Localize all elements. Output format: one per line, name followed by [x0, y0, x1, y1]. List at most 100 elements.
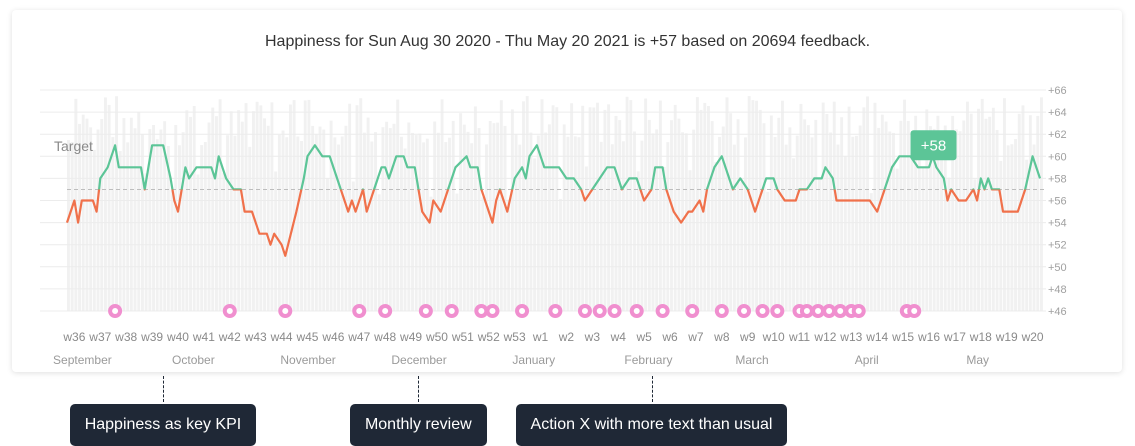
week-tick-label: w9 [739, 330, 756, 344]
volume-bar [781, 100, 784, 311]
volume-bar [829, 132, 833, 311]
event-marker[interactable] [822, 304, 837, 318]
volume-bar [596, 102, 599, 312]
event-marker[interactable] [444, 304, 459, 318]
volume-bar [688, 170, 692, 311]
volume-bar [629, 100, 633, 311]
volume-bar [851, 136, 855, 311]
volume-bar [540, 99, 544, 312]
volume-bar [333, 137, 337, 311]
volume-bar [118, 151, 122, 311]
week-tick-label: w13 [839, 330, 862, 344]
event-marker[interactable] [108, 304, 123, 318]
volume-bar [159, 129, 163, 311]
series-line-below-target[interactable] [65, 145, 1040, 257]
volume-bar [984, 118, 988, 312]
month-tick-label: February [624, 353, 672, 367]
volume-bar [544, 132, 548, 311]
event-marker[interactable] [799, 304, 814, 318]
week-tick-label: w19 [995, 330, 1018, 344]
gridlines [40, 89, 1046, 312]
volume-bar [592, 107, 596, 312]
volume-bar [399, 136, 403, 311]
event-marker[interactable] [577, 304, 592, 318]
event-marker[interactable] [278, 304, 293, 318]
volume-bar [207, 122, 211, 311]
volume-bar [218, 99, 222, 311]
volume-bar [462, 124, 466, 311]
volume-bar [388, 128, 392, 311]
volume-bar [729, 113, 733, 311]
event-marker[interactable] [833, 304, 848, 318]
volume-bar [229, 111, 233, 311]
volume-bar [366, 117, 370, 311]
volume-bar [226, 135, 229, 311]
event-marker[interactable] [485, 304, 500, 318]
volume-bar [237, 110, 241, 312]
event-marker[interactable] [418, 304, 433, 318]
volume-bar [67, 140, 70, 311]
volume-bar [459, 113, 463, 311]
volume-bar [925, 109, 929, 311]
volume-bar [396, 99, 400, 312]
volume-bar [573, 136, 577, 311]
callout-happiness-kpi[interactable]: Happiness as key KPI [69, 404, 257, 446]
volume-bar [581, 105, 585, 312]
event-marker[interactable] [737, 304, 752, 318]
y-tick-label: +56 [1048, 196, 1067, 208]
volume-bar [111, 137, 115, 311]
y-tick-label: +48 [1048, 284, 1067, 296]
volume-bar [96, 129, 100, 311]
volume-bar [877, 127, 881, 311]
week-tick-label: w16 [917, 330, 940, 344]
volume-bar [377, 194, 381, 311]
event-marker[interactable] [655, 304, 670, 318]
event-marker[interactable] [714, 304, 729, 318]
month-tick-labels: September October November December January F… [53, 353, 989, 367]
event-marker[interactable] [378, 304, 393, 318]
volume-bar [163, 121, 167, 312]
volume-bar [274, 171, 278, 311]
event-marker[interactable] [548, 304, 563, 318]
event-marker[interactable] [629, 304, 644, 318]
volume-bar [840, 117, 844, 311]
event-marker[interactable] [811, 304, 826, 318]
y-tick-label: +64 [1048, 107, 1067, 119]
event-marker[interactable] [607, 304, 622, 318]
event-marker[interactable] [515, 304, 530, 318]
event-marker[interactable] [352, 304, 367, 318]
volume-bar [740, 182, 744, 311]
volume-bar [303, 100, 307, 312]
volume-bar [433, 121, 437, 311]
event-marker[interactable] [770, 304, 785, 318]
series-line-above-target[interactable] [67, 144, 1042, 256]
volume-bar [81, 114, 85, 312]
month-tick-label: December [391, 353, 446, 367]
event-marker[interactable] [222, 304, 237, 318]
volume-bar [133, 128, 137, 311]
volume-bar [529, 132, 533, 311]
volume-bar [266, 125, 270, 311]
volume-bar [115, 96, 118, 311]
volume-bar [285, 137, 289, 311]
event-marker[interactable] [851, 304, 866, 318]
event-marker[interactable] [474, 304, 489, 318]
volume-bar [825, 114, 829, 311]
callout-monthly-review[interactable]: Monthly review [349, 404, 487, 446]
volume-bar [843, 156, 847, 311]
callout-action-x[interactable]: Action X with more text than usual [515, 404, 788, 446]
y-axis-labels: +46 +48 +50 +52 +54 +56 +58 +60 +62 +64 +66 [1048, 85, 1067, 318]
event-marker[interactable] [907, 304, 922, 318]
volume-bar [855, 135, 858, 311]
event-marker[interactable] [592, 304, 607, 318]
event-marker[interactable] [755, 304, 770, 318]
event-marker[interactable] [685, 304, 700, 318]
volume-bar [792, 158, 796, 311]
y-tick-label: +50 [1048, 262, 1067, 274]
volume-bar [869, 193, 873, 311]
volume-bar [192, 106, 196, 311]
volume-bar [374, 132, 377, 311]
volume-bar [784, 144, 788, 311]
volume-bar [692, 129, 696, 311]
volume-bar [758, 109, 762, 311]
